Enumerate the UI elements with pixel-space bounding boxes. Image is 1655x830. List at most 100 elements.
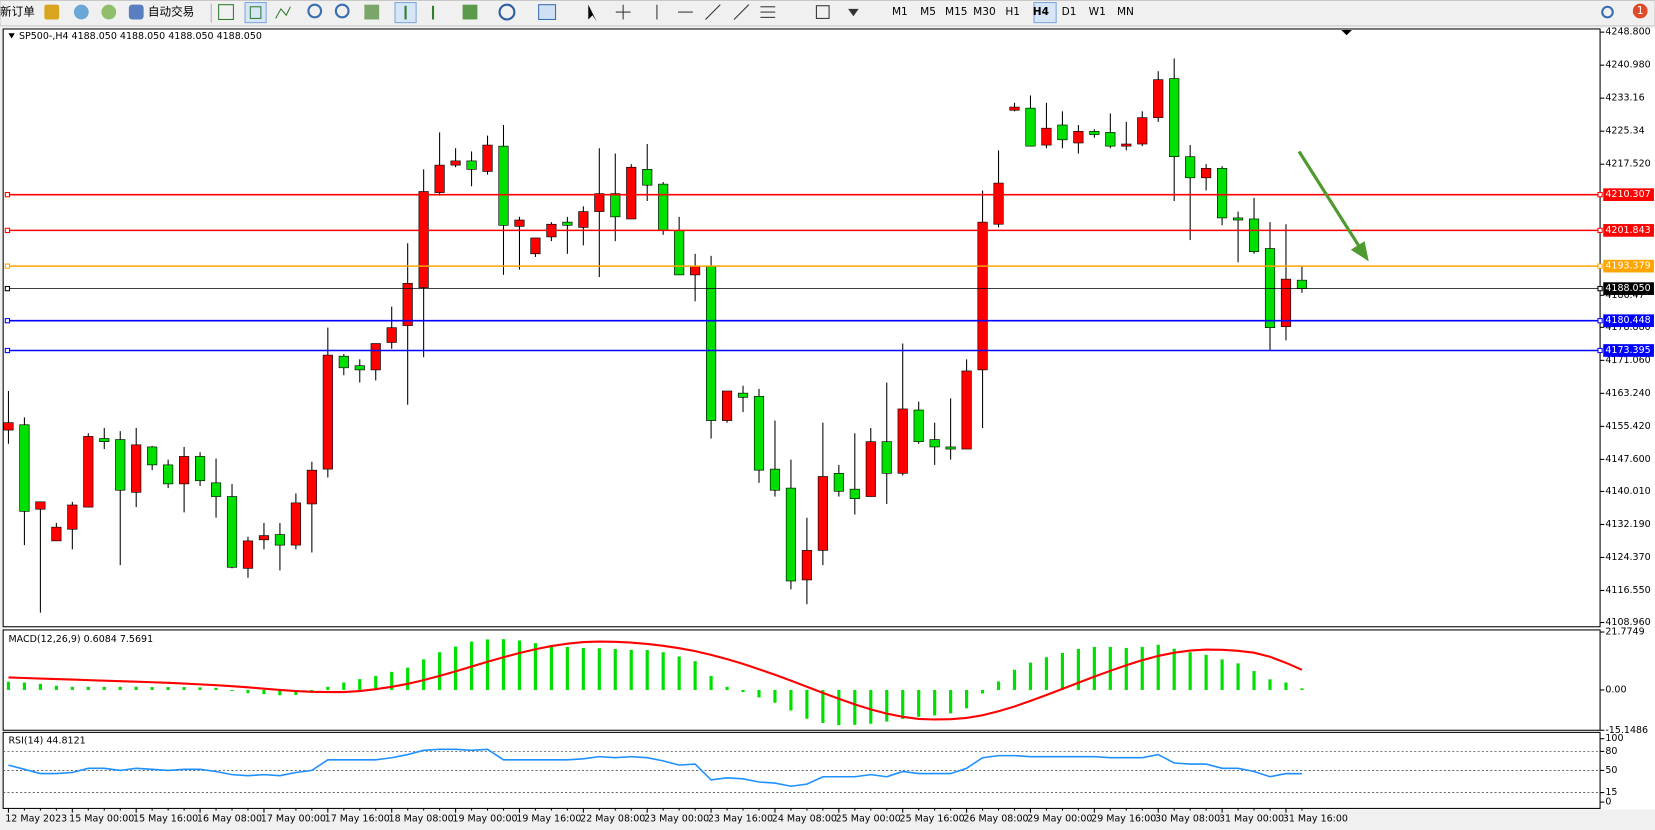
timeframe-button[interactable]: W1 [1089,6,1106,18]
candle-body [881,441,892,474]
notification-badge[interactable] [1632,3,1648,19]
macd-bar [597,648,601,690]
new-order-button[interactable]: 新订单 [0,5,35,19]
level-label: 4180.448 [1605,315,1650,326]
macd-bar [326,686,330,690]
zoom-out[interactable] [334,3,350,19]
auto-trading-button[interactable]: 自动交易 [148,5,194,19]
icon[interactable] [364,4,380,20]
macd-bar [1012,669,1017,690]
candle-body [785,487,797,582]
macd-bar [406,667,410,690]
macd-bar [150,687,154,690]
y-tick-label: -15.1486 [1605,725,1648,736]
arrow-head [1350,241,1369,262]
y-tick-label: 4124.370 [1605,552,1650,563]
candle-body [83,436,94,508]
y-tick-label: 80 [1605,746,1617,757]
candle-body [258,535,270,541]
macd-bar [645,650,649,690]
x-tick-label: 31 May 00:00 [1219,813,1284,824]
icon-pressed[interactable] [244,2,267,24]
icon[interactable] [498,3,516,21]
timeframe-button[interactable]: MN [1117,6,1134,18]
timeframe-button[interactable]: M30 [973,6,996,18]
candle-body [993,182,1004,225]
macd-bar [773,689,777,703]
level-handle [1597,227,1603,234]
macd-bar [118,686,122,690]
search-icon[interactable] [1601,5,1614,19]
level-handle [1597,263,1603,269]
icon[interactable] [275,6,291,19]
icon[interactable] [249,6,262,19]
x-tick-label: 17 May 16:00 [325,813,390,824]
candle-body [210,482,222,497]
icon[interactable] [218,4,234,20]
macd-bar [581,647,585,690]
candle-body [626,166,637,220]
y-tick-label: 15 [1605,787,1617,798]
level-label-bg [1603,188,1654,201]
level-label-bg [1603,314,1654,328]
candle-body [737,392,749,398]
macd-bar [262,689,266,695]
macd-bar [757,689,761,698]
x-tick-label: 17 May 00:00 [261,813,326,824]
shapes-icon[interactable] [848,8,859,17]
candle-body [466,160,477,170]
chart-area [3,27,1655,810]
level-handle [4,263,11,269]
shift-marker [1341,30,1352,36]
macd-bar [422,659,426,690]
x-tick-label: 23 May 00:00 [644,813,709,824]
y-tick-label: 4171.060 [1605,355,1650,366]
macd-bar [565,646,569,690]
icon[interactable] [538,4,557,20]
y-tick-label: 100 [1605,733,1623,744]
timeframe-button[interactable]: H1 [1005,6,1020,18]
macd-bar [1204,654,1208,690]
candle-body [338,355,349,369]
zoom-in[interactable] [307,3,323,19]
channel-icon[interactable] [733,4,750,20]
macd-bar [438,652,442,690]
icon[interactable] [462,4,478,20]
timeframe-button[interactable]: D1 [1062,6,1077,18]
macd-bar [6,681,11,690]
x-tick-label: 19 May 00:00 [452,813,517,824]
candle-body [658,183,669,231]
x-tick-label: 12 May 2023 [5,813,67,824]
candle-body [402,283,413,326]
macd-bar [374,675,378,690]
x-tick-label: 18 May 08:00 [389,813,454,824]
timeframe-button[interactable]: M1 [892,6,908,18]
macd-bar [70,686,74,690]
level-handle [1597,192,1603,198]
candle-body [865,441,876,497]
label-icon[interactable] [815,5,830,19]
level-handle [4,285,11,292]
icon[interactable] [128,4,144,20]
candle-body [51,526,62,542]
toolbar: 新订单 自动交易 M1 M5 M15 M30 H1 H4 D1 W1 MN [0,0,1655,27]
timeframe-button[interactable]: M15 [945,6,968,18]
macd-bar [853,689,857,725]
macd-bar [166,687,170,690]
icon[interactable] [73,4,89,20]
macd-bar [965,689,969,709]
candle-body [961,370,972,450]
candle-body [99,438,110,442]
timeframe-button[interactable]: H4 [1033,6,1049,18]
macd-bar [996,681,1001,690]
macd-bar [709,675,713,690]
timeframe-button[interactable]: M5 [920,6,936,18]
trendline-icon[interactable] [705,4,721,20]
macd-bar [1140,646,1144,690]
icon[interactable] [44,4,60,20]
candle-body [594,193,605,212]
y-tick-label: 4233.16 [1605,93,1644,104]
plot: 4248.800 4240.980 4233.16 4225.34 4217.520 41… [3,27,1654,824]
icon[interactable] [101,4,117,20]
level-handle [4,227,11,234]
